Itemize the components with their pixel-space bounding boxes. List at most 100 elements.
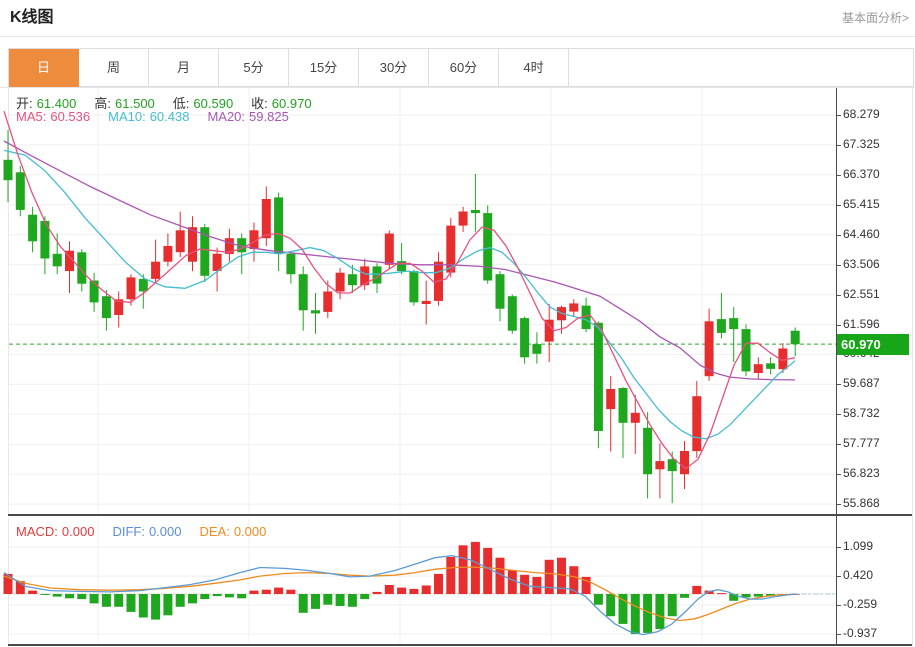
candle: [630, 394, 640, 454]
macd-legend-row: MACD: 0.000 DIFF: 0.000 DEA: 0.000: [16, 524, 284, 539]
interval-tab-bar: 日周月 5分 15分 30分 60分 4时: [8, 48, 914, 87]
page-header: K线图 基本面分析>: [0, 0, 915, 37]
axis-tick-mark: [837, 205, 841, 206]
tab-4时[interactable]: 4时: [499, 49, 569, 86]
tab-bar-filler: [569, 49, 913, 86]
macd-bar: [446, 556, 456, 594]
chart-right-border: [912, 88, 913, 646]
macd-bar: [741, 594, 751, 598]
legend-item: 高: 61.500: [94, 96, 155, 111]
macd-bar: [409, 588, 419, 594]
candle: [458, 206, 468, 232]
ma10-line: [3, 149, 796, 440]
main-candlestick-chart: [3, 88, 836, 514]
axis-tick-mark: [837, 265, 841, 266]
macd-chart: [3, 518, 836, 647]
candle: [397, 242, 407, 275]
axis-tick-mark: [837, 605, 841, 606]
macd-bar: [716, 593, 726, 595]
axis-tick-mark: [837, 547, 841, 548]
page-title: K线图: [10, 9, 54, 26]
macd-bar: [28, 590, 38, 594]
legend-item: MA10: 60.438: [108, 109, 190, 124]
macd-bar: [655, 594, 665, 629]
tab-月[interactable]: 月: [149, 49, 219, 86]
candle: [470, 173, 480, 232]
legend-item: MA5: 60.536: [16, 109, 91, 124]
candle: [89, 272, 99, 312]
candle: [311, 293, 320, 334]
candle: [188, 216, 197, 272]
axis-tick-label: 58.732: [843, 406, 880, 420]
macd-bar: [151, 594, 161, 620]
axis-tick-label: 63.506: [843, 257, 880, 271]
candle: [323, 280, 333, 319]
macd-bar: [347, 594, 357, 607]
macd-bar: [77, 594, 87, 600]
macd-bar: [581, 576, 591, 594]
macd-bar: [40, 594, 50, 595]
candle: [237, 233, 247, 275]
tab-周[interactable]: 周: [79, 49, 149, 86]
macd-bar: [311, 594, 320, 609]
axis-tick-mark: [837, 384, 841, 385]
axis-tick-label: 55.868: [843, 496, 880, 510]
current-price-badge: 60.970: [837, 334, 909, 355]
candle: [347, 264, 357, 293]
macd-bar: [630, 594, 640, 635]
macd-bar: [384, 585, 394, 594]
axis-tick-label: 64.460: [843, 227, 880, 241]
macd-bar: [483, 547, 493, 594]
candle: [175, 211, 185, 257]
candle: [753, 357, 763, 380]
axis-tick-mark: [837, 295, 841, 296]
candle: [643, 412, 653, 499]
axis-tick-label: 0.420: [843, 568, 874, 582]
candle: [372, 263, 382, 293]
axis-tick-label: 65.415: [843, 197, 880, 211]
macd-bar: [692, 585, 702, 594]
candle: [409, 269, 419, 306]
candle: [52, 233, 62, 275]
macd-bar: [3, 573, 13, 594]
macd-bar: [507, 570, 517, 594]
axis-tick-label: 61.596: [843, 317, 880, 331]
candle: [126, 274, 136, 306]
fundamental-analysis-link[interactable]: 基本面分析>: [841, 11, 909, 25]
panel-separator: [8, 514, 913, 516]
macd-bar: [138, 594, 148, 618]
candle: [778, 343, 788, 373]
diff-line: [3, 554, 797, 636]
axis-tick-label: 56.823: [843, 466, 880, 480]
tab-日[interactable]: 日: [9, 49, 79, 86]
macd-bar: [52, 594, 62, 597]
macd-bar: [397, 587, 407, 594]
legend-item: 开: 61.400: [16, 96, 77, 111]
axis-tick-label: 62.551: [843, 287, 880, 301]
macd-bar: [618, 594, 628, 624]
legend-item: 收: 60.970: [251, 96, 312, 111]
macd-bar: [729, 594, 739, 601]
axis-tick-mark: [837, 145, 841, 146]
tab-5分[interactable]: 5分: [219, 49, 289, 86]
candle: [581, 297, 591, 333]
candle: [163, 233, 173, 267]
candle: [532, 332, 542, 364]
candle: [692, 381, 702, 458]
macd-bar: [323, 594, 333, 605]
macd-bar: [89, 594, 99, 604]
macd-bar: [274, 587, 284, 594]
macd-bar: [126, 594, 136, 612]
macd-bar: [212, 594, 222, 597]
axis-tick-label: 66.370: [843, 167, 880, 181]
tab-30分[interactable]: 30分: [359, 49, 429, 86]
tab-15分[interactable]: 15分: [289, 49, 359, 86]
candle: [618, 387, 628, 458]
macd-bar: [532, 576, 542, 594]
tab-60分[interactable]: 60分: [429, 49, 499, 86]
macd-bar: [335, 594, 345, 606]
candles-group: [3, 130, 800, 504]
axis-tick-label: 1.099: [843, 539, 874, 553]
candle: [483, 205, 493, 284]
macd-bar: [606, 594, 616, 617]
